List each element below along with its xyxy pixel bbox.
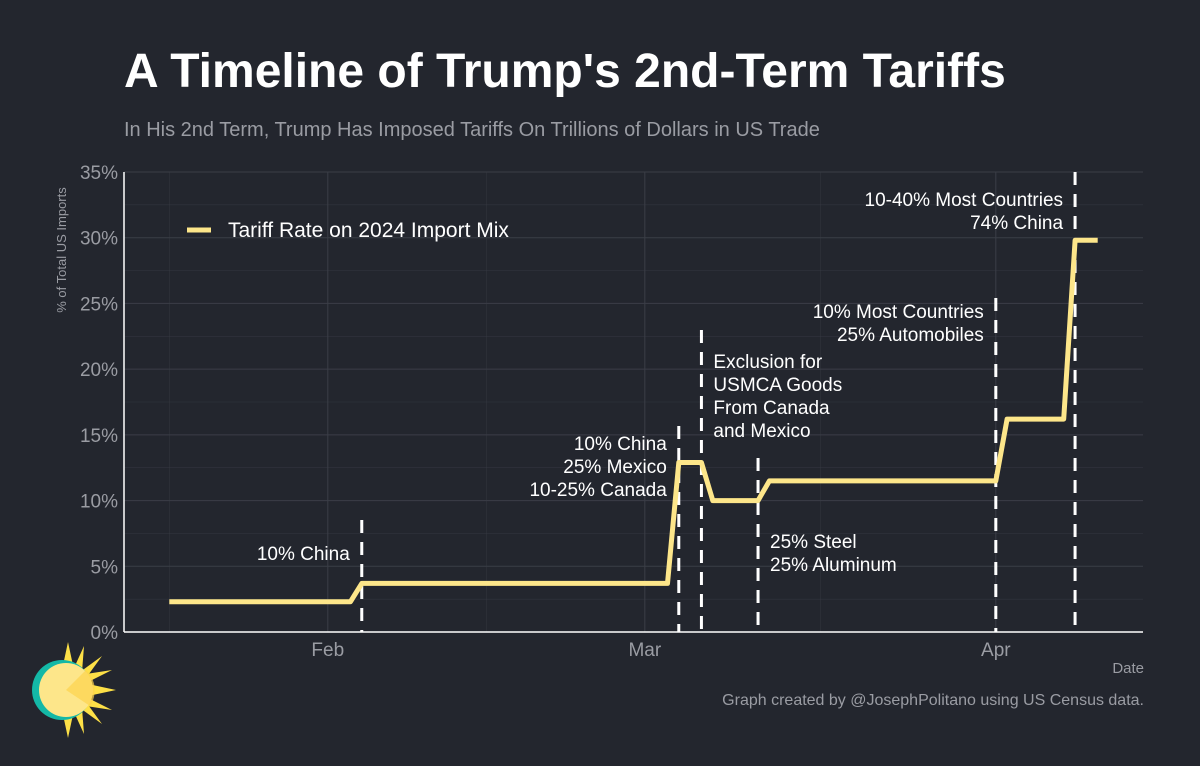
annotation-text: 10-40% Most Countries [865, 190, 1064, 211]
x-tick-label: Feb [311, 640, 344, 661]
y-tick-label: 5% [91, 557, 119, 578]
annotation-text: From Canada [713, 398, 830, 419]
y-axis-label: % of Total US Imports [54, 187, 69, 313]
chart-series [169, 237, 1098, 605]
chart-axes: % of Total US Imports Date 0% 5% 10% 15% 20%… [54, 163, 1144, 677]
annotation-text: USMCA Goods [713, 375, 842, 396]
chart-legend: Tariff Rate on 2024 Import Mix [187, 219, 509, 242]
annotation-text: 25% Automobiles [837, 325, 984, 346]
y-tick-label: 35% [80, 163, 118, 184]
page-title: A Timeline of Trump's 2nd-Term Tariffs [124, 45, 1006, 98]
annotation-text: 10% Most Countries [813, 302, 984, 323]
series-line [169, 237, 1098, 605]
x-axis-label: Date [1112, 660, 1144, 677]
annotation-text: 10-25% Canada [529, 480, 667, 501]
annotation-text: 74% China [970, 213, 1063, 234]
legend-label: Tariff Rate on 2024 Import Mix [228, 219, 509, 242]
x-tick-label: Mar [628, 640, 661, 661]
y-tick-label: 0% [91, 623, 119, 644]
y-tick-label: 20% [80, 360, 118, 381]
annotation-text: 25% Mexico [563, 457, 667, 478]
y-tick-label: 10% [80, 492, 118, 513]
page-subtitle: In His 2nd Term, Trump Has Imposed Tarif… [124, 119, 820, 141]
x-tick-label: Apr [981, 640, 1011, 661]
annotation-text: 25% Steel [770, 532, 857, 553]
sun-logo-icon [32, 642, 116, 738]
y-tick-label: 15% [80, 426, 118, 447]
annotation-text: Exclusion for [713, 352, 822, 373]
annotation-text: 10% China [257, 544, 350, 565]
annotation-text: 10% China [574, 434, 667, 455]
y-tick-label: 30% [80, 229, 118, 250]
annotation-text: and Mexico [713, 421, 810, 442]
y-tick-label: 25% [80, 294, 118, 315]
source-caption: Graph created by @JosephPolitano using U… [722, 692, 1144, 709]
annotation-text: 25% Aluminum [770, 555, 897, 576]
